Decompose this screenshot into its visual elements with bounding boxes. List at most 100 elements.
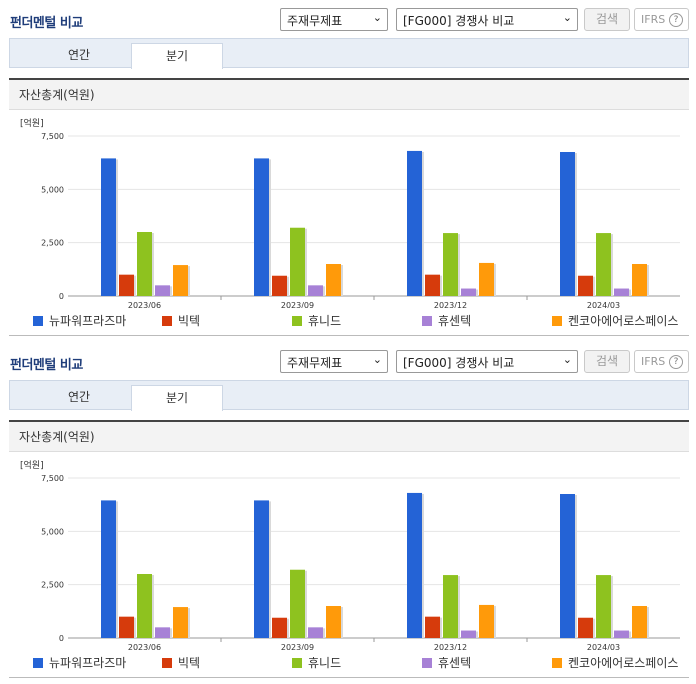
tab-annual[interactable]: 연간 — [67, 48, 91, 62]
chevron-down-icon: ⌄ — [372, 353, 382, 366]
x-tick-label: 2023/09 — [281, 301, 314, 308]
legend-item[interactable]: 휴니드 — [292, 654, 341, 671]
y-tick-label: 2,500 — [41, 581, 64, 590]
bar — [407, 492, 422, 638]
y-tick-label: 5,000 — [41, 185, 64, 194]
bar — [632, 264, 647, 296]
legend-item[interactable]: 뉴파워프라즈마 — [33, 654, 126, 671]
fundamental-panel: 펀더멘털 비교 주재무제표 ⌄ [FG000] 경쟁사 비교 ⌄ 검색 IFRS… — [0, 342, 696, 684]
bar — [443, 233, 458, 296]
x-tick-label: 2023/12 — [434, 301, 467, 308]
bar — [461, 288, 476, 296]
chevron-down-icon: ⌄ — [372, 11, 382, 24]
y-tick-label: 0 — [59, 634, 64, 643]
bar — [407, 150, 422, 296]
bar — [155, 285, 170, 296]
bar — [578, 275, 593, 296]
bar — [596, 233, 611, 296]
y-tick-label: 7,500 — [41, 132, 64, 141]
total-assets-chart: [억원] 7,500 5,000 2,500 0 2023/06 2023/09 2023/1… — [20, 117, 680, 308]
legend-label: 휴니드 — [308, 314, 342, 328]
legend-label: 뉴파워프라즈마 — [49, 656, 127, 670]
y-unit-label: [억원] — [20, 117, 44, 129]
legend-item[interactable]: 휴니드 — [292, 312, 341, 329]
period-tabs: 연간 분기 — [9, 380, 689, 411]
legend-swatch — [162, 316, 172, 326]
bar — [272, 617, 287, 638]
bar — [479, 604, 494, 638]
legend-label: 휴센텍 — [438, 314, 472, 328]
bar — [254, 500, 269, 638]
bar — [290, 227, 305, 296]
bar — [632, 606, 647, 638]
tab-annual[interactable]: 연간 — [67, 390, 91, 404]
total-assets-chart: [억원] 7,500 5,000 2,500 0 2023/06 2023/09 2023/1… — [20, 459, 680, 650]
x-tick-label: 2024/03 — [587, 301, 620, 308]
bar — [560, 152, 575, 296]
legend-swatch — [422, 658, 432, 668]
search-button[interactable]: 검색 — [584, 350, 630, 373]
compare-group-select[interactable]: [FG000] 경쟁사 비교 ⌄ — [396, 8, 578, 31]
compare-group-value: [FG000] 경쟁사 비교 — [403, 14, 515, 28]
bar — [137, 574, 152, 638]
legend-item[interactable]: 뉴파워프라즈마 — [33, 312, 126, 329]
help-icon[interactable]: ? — [669, 13, 683, 27]
ifrs-button[interactable]: IFRS ? — [634, 8, 689, 31]
legend-item[interactable]: 켄코아에어로스페이스 — [552, 312, 678, 329]
help-icon[interactable]: ? — [669, 355, 683, 369]
x-tick-label: 2023/09 — [281, 643, 314, 650]
legend-swatch — [552, 658, 562, 668]
legend-label: 빅텍 — [178, 656, 201, 670]
panel-title: 펀더멘털 비교 — [10, 16, 83, 31]
legend-swatch — [162, 658, 172, 668]
x-tick-label: 2023/06 — [128, 301, 161, 308]
legend-item[interactable]: 휴센텍 — [422, 654, 471, 671]
bar — [173, 607, 188, 638]
legend-item[interactable]: 빅텍 — [162, 654, 200, 671]
chevron-down-icon: ⌄ — [562, 353, 572, 366]
legend-label: 켄코아에어로스페이스 — [568, 314, 679, 328]
bar — [326, 606, 341, 638]
statement-type-select[interactable]: 주재무제표 ⌄ — [280, 350, 388, 373]
statement-type-select[interactable]: 주재무제표 ⌄ — [280, 8, 388, 31]
legend-item[interactable]: 켄코아에어로스페이스 — [552, 654, 678, 671]
legend-swatch — [292, 316, 302, 326]
ifrs-label: IFRS — [641, 355, 666, 368]
bar — [119, 616, 134, 638]
divider — [9, 677, 689, 678]
tab-quarterly[interactable]: 분기 — [131, 43, 223, 69]
legend-swatch — [292, 658, 302, 668]
statement-type-value: 주재무제표 — [287, 356, 343, 370]
bar — [272, 275, 287, 296]
tab-quarterly[interactable]: 분기 — [131, 385, 223, 411]
x-tick-label: 2023/06 — [128, 643, 161, 650]
bar — [308, 627, 323, 638]
ifrs-button[interactable]: IFRS ? — [634, 350, 689, 373]
compare-group-select[interactable]: [FG000] 경쟁사 비교 ⌄ — [396, 350, 578, 373]
legend-item[interactable]: 빅텍 — [162, 312, 200, 329]
y-tick-label: 5,000 — [41, 527, 64, 536]
fundamental-panel: 펀더멘털 비교 주재무제표 ⌄ [FG000] 경쟁사 비교 ⌄ 검색 IFRS… — [9, 8, 689, 336]
legend-item[interactable]: 휴센텍 — [422, 312, 471, 329]
legend-label: 뉴파워프라즈마 — [49, 314, 127, 328]
legend-label: 휴니드 — [308, 656, 342, 670]
section-title: 자산총계(억원) — [9, 78, 689, 110]
bar — [578, 617, 593, 638]
legend-swatch — [422, 316, 432, 326]
search-button[interactable]: 검색 — [584, 8, 630, 31]
bar — [614, 288, 629, 296]
y-tick-label: 7,500 — [41, 474, 64, 483]
legend-swatch — [33, 316, 43, 326]
bar — [461, 630, 476, 638]
x-tick-label: 2024/03 — [587, 643, 620, 650]
y-tick-label: 0 — [59, 292, 64, 301]
legend-label: 휴센텍 — [438, 656, 472, 670]
bar — [479, 262, 494, 296]
ifrs-label: IFRS — [641, 13, 666, 26]
bar — [443, 575, 458, 638]
period-tabs: 연간 분기 — [9, 38, 689, 69]
bar — [290, 569, 305, 638]
panel-title: 펀더멘털 비교 — [10, 358, 83, 373]
bar — [326, 264, 341, 296]
bar — [155, 627, 170, 638]
